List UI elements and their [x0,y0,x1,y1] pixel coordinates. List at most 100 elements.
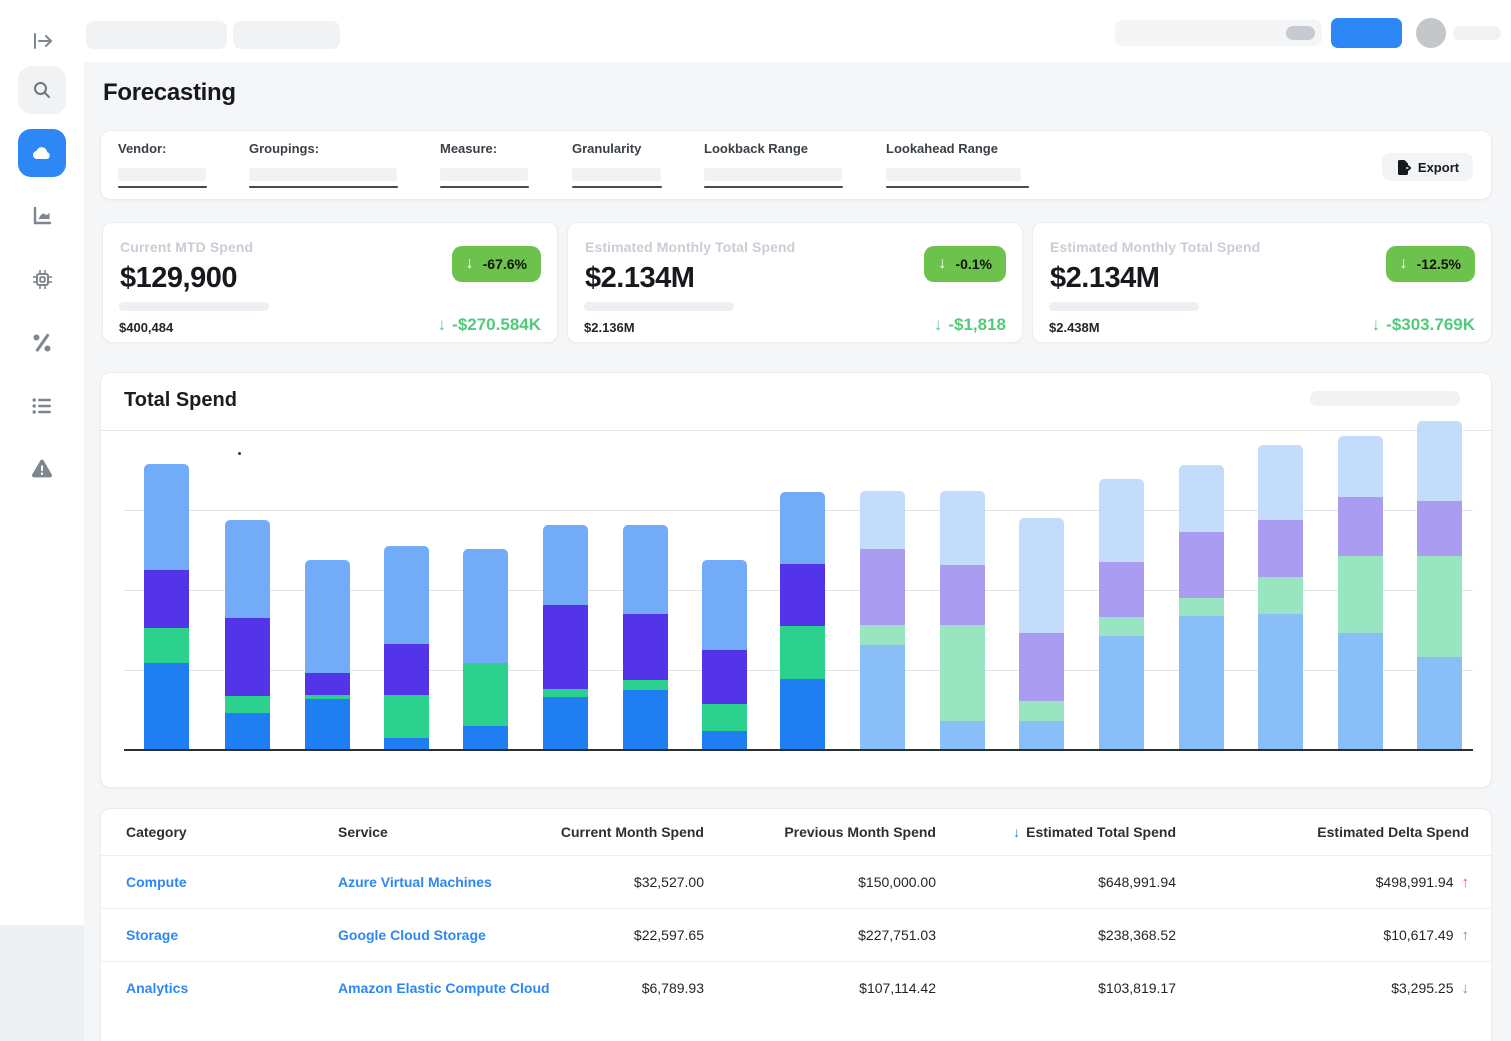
sidebar-item-alerts[interactable] [31,458,53,480]
measure-select[interactable] [440,168,529,188]
bar-segment-green [463,663,508,726]
service-link[interactable]: Amazon Elastic Compute Cloud [338,980,550,996]
sidebar-item-search[interactable] [18,66,66,114]
kpi-value: $2.134M [585,262,695,294]
chart-bar-forecast[interactable] [1417,421,1462,749]
bar-segment-blue [1417,657,1462,749]
estimated-total-spend-cell: $238,368.52 [1098,927,1176,943]
previous-month-spend-cell: $150,000.00 [858,874,936,890]
sidebar [0,0,84,925]
sidebar-item-cloud-active[interactable] [18,129,66,177]
down-arrow-icon: ↓ [465,255,474,272]
chart-bar-actual[interactable] [623,525,668,749]
chart-bar-forecast[interactable] [1099,479,1144,749]
sidebar-expand-icon[interactable] [32,32,54,50]
col-header-estimated-total-spend[interactable]: ↓ Estimated Total Spend [936,824,1176,840]
kpi-baseline-value: $2.438M [1049,320,1100,335]
chart-bar-actual[interactable] [384,546,429,749]
bar-segment-green [1019,701,1064,721]
col-header-estimated-delta-spend[interactable]: Estimated Delta Spend [1317,824,1469,840]
category-link[interactable]: Analytics [126,980,189,996]
bar-segment-blue [860,645,905,749]
granularity-select[interactable] [572,168,662,188]
table-row[interactable]: Compute Azure Virtual Machines $32,527.0… [101,855,1491,908]
chart-bar-forecast[interactable] [1179,465,1224,749]
kpi-badge-percent: -12.5% [1416,256,1461,272]
breadcrumb-placeholder[interactable] [86,21,227,49]
chart-bar-actual[interactable] [305,560,350,749]
breadcrumb-placeholder-2[interactable] [233,21,340,49]
vendor-select[interactable] [118,168,207,188]
primary-action-button[interactable] [1331,18,1402,48]
category-link[interactable]: Storage [126,927,179,943]
lookahead-select[interactable] [886,168,1029,188]
sidebar-item-rates[interactable] [31,332,53,354]
export-button[interactable]: Export [1382,153,1473,181]
global-search-input[interactable] [1115,20,1322,46]
kpi-progress-placeholder [119,302,269,311]
page-title: Forecasting [103,79,236,106]
bar-segment-purple [144,570,189,628]
bar-segment-light-blue [702,560,747,650]
chart-bar-actual[interactable] [144,464,189,749]
chart-bar-actual[interactable] [543,525,588,749]
filter-bar: Vendor: Groupings: Measure: Granularity [100,130,1492,200]
bar-segment-light-blue [1019,518,1064,633]
chart-bar-forecast[interactable] [940,491,985,749]
filter-label: Granularity [572,141,642,156]
bar-segment-purple [543,605,588,689]
user-menu-placeholder[interactable] [1453,26,1501,40]
chart-bar-actual[interactable] [225,520,270,749]
filter-label: Vendor: [118,141,167,156]
bar-segment-light-blue [780,492,825,564]
bar-segment-green [702,704,747,731]
kpi-progress-placeholder [584,302,734,311]
chart-bar-forecast[interactable] [1019,518,1064,749]
down-arrow-icon: ↓ [1371,315,1381,334]
percent-icon [32,333,52,353]
bar-segment-light-blue [144,464,189,570]
service-link[interactable]: Azure Virtual Machines [338,874,492,890]
bar-segment-purple [1338,497,1383,556]
bar-segment-blue [623,690,668,749]
lookback-select[interactable] [704,168,843,188]
groupings-select[interactable] [249,168,398,188]
bar-segment-green [623,680,668,690]
sidebar-item-list[interactable] [31,395,53,417]
chart-bar-actual[interactable] [780,492,825,749]
kpi-change-badge: ↓ -0.1% [924,246,1006,282]
chart-bar-actual[interactable] [702,560,747,749]
bar-segment-purple [384,644,429,695]
kpi-label: Estimated Monthly Total Spend [585,239,796,255]
chart-bar-actual[interactable] [463,549,508,749]
chart-header: Total Spend [101,373,1491,431]
category-link[interactable]: Compute [126,874,187,890]
bar-segment-blue [702,731,747,749]
kpi-change-badge: ↓ -67.6% [451,246,541,282]
bar-segment-light-blue [225,520,270,618]
kpi-delta: ↓ -$270.584K [438,315,541,335]
chart-legend-placeholder[interactable] [1310,391,1460,406]
sidebar-item-compute[interactable] [31,268,53,290]
kpi-badge-percent: -67.6% [482,256,527,272]
chart-bar-forecast[interactable] [1258,445,1303,749]
service-link[interactable]: Google Cloud Storage [338,927,486,943]
table-row[interactable]: Analytics Amazon Elastic Compute Cloud $… [101,961,1491,1014]
sidebar-item-analytics[interactable] [31,205,53,227]
chart-bar-forecast[interactable] [860,491,905,749]
table-row[interactable]: Storage Google Cloud Storage $22,597.65 … [101,908,1491,961]
delta-value: $3,295.25 [1391,980,1454,996]
top-bar [0,0,1511,62]
avatar[interactable] [1416,18,1446,48]
estimated-delta-spend-cell: $498,991.94 ↑ [1176,874,1469,891]
delta-value: $10,617.49 [1383,927,1454,943]
col-header-previous-month-spend[interactable]: Previous Month Spend [784,824,936,840]
bar-segment-purple [860,549,905,625]
col-header-category[interactable]: Category [126,824,187,840]
col-header-current-month-spend[interactable]: Current Month Spend [560,824,704,840]
cpu-chip-icon [32,269,53,290]
col-header-service[interactable]: Service [338,824,388,840]
chart-bar-forecast[interactable] [1338,436,1383,749]
bar-segment-light-blue [1417,421,1462,501]
